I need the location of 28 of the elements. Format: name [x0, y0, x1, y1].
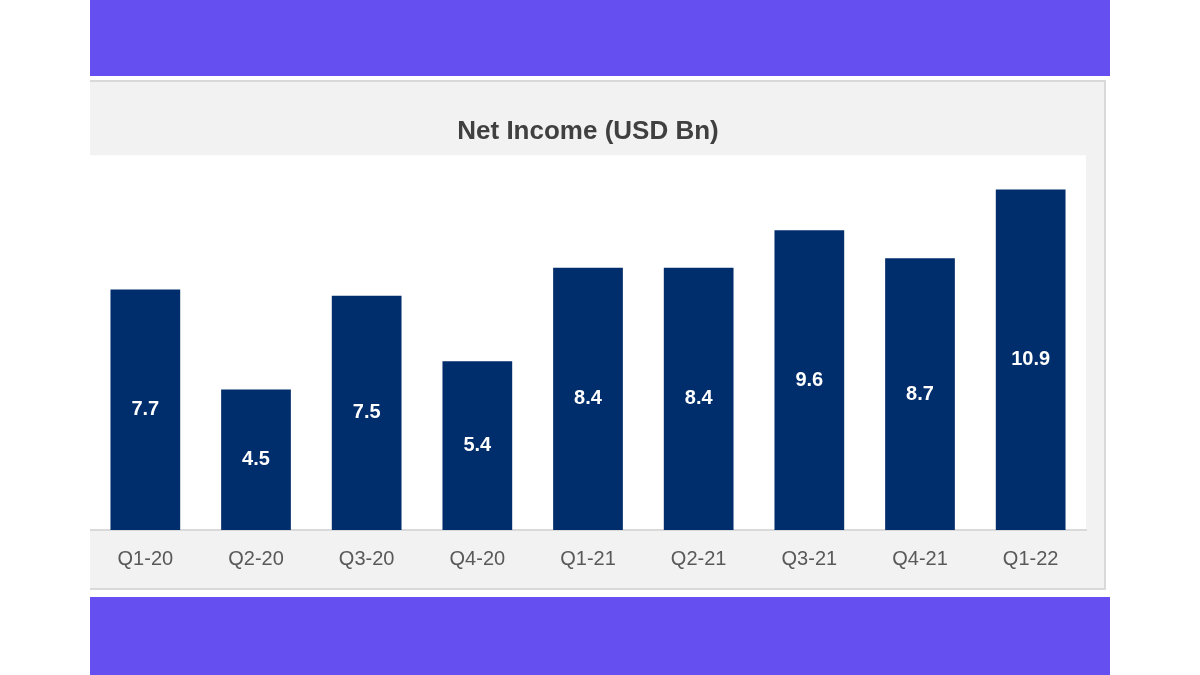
x-tick-label: Q2-20	[228, 546, 284, 569]
x-tick-label: Q2-21	[670, 546, 727, 569]
data-label: 9.6	[795, 367, 824, 390]
bar	[995, 189, 1066, 530]
x-tick-label: Q4-21	[892, 546, 948, 569]
data-label: 7.5	[352, 400, 381, 423]
bar	[553, 267, 623, 530]
x-tick-label: Q1-20	[117, 546, 174, 569]
bar	[774, 230, 845, 530]
data-label: 8.4	[684, 386, 714, 409]
bar	[110, 289, 181, 530]
data-label: 8.4	[574, 386, 603, 409]
bar	[331, 295, 402, 530]
bar	[221, 389, 291, 530]
bar	[885, 258, 955, 530]
data-label: 4.5	[242, 447, 270, 470]
data-label: 8.7	[906, 381, 934, 404]
bar	[663, 267, 734, 530]
data-label: 5.4	[463, 433, 493, 456]
x-tick-label: Q1-22	[1002, 546, 1059, 569]
bar	[442, 361, 513, 530]
x-tick-label: Q3-21	[781, 546, 838, 569]
data-label: 7.7	[131, 397, 160, 420]
chart-title: Net Income (USD Bn)	[457, 114, 719, 145]
x-tick-label: Q3-20	[338, 546, 395, 569]
data-label: 10.9	[1011, 347, 1051, 370]
x-tick-label: Q1-21	[560, 546, 616, 569]
x-tick-label: Q4-20	[449, 546, 506, 569]
